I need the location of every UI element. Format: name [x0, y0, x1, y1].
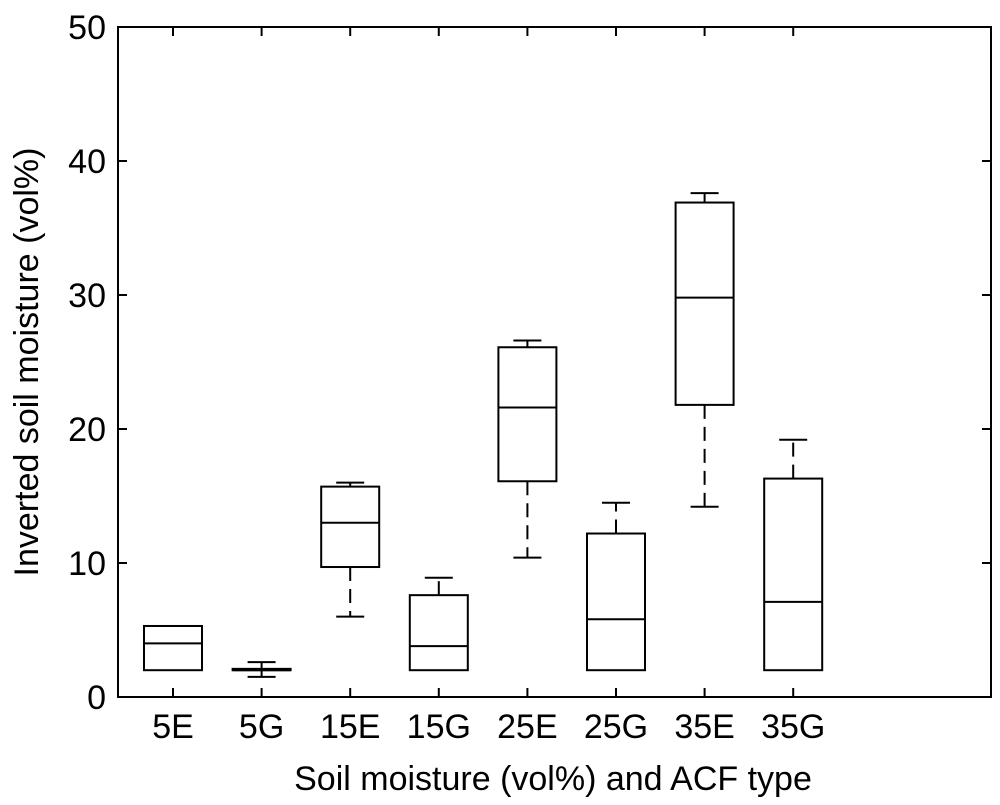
y-tick-label: 40 [68, 143, 106, 181]
x-tick-label: 35E [674, 708, 735, 746]
box-rect [143, 624, 203, 672]
box-rect [586, 532, 646, 672]
box-rect [320, 485, 381, 569]
plot-area-frame [117, 26, 992, 698]
box-rect [763, 477, 824, 672]
box-35G [763, 438, 824, 672]
box-rect [497, 346, 558, 483]
box-15E [320, 481, 381, 618]
x-tick-label: 35G [761, 708, 825, 746]
x-tick-label: 25G [584, 708, 648, 746]
box-rect [408, 594, 469, 672]
y-axis-label: Inverted soil moisture (vol%) [8, 148, 46, 577]
box-25G [586, 501, 646, 672]
x-tick-label: 15E [320, 708, 381, 746]
box-5G [231, 661, 292, 678]
y-tick-label: 0 [87, 679, 106, 717]
box-35E [674, 192, 735, 508]
x-tick-label: 5E [152, 708, 194, 746]
x-axis: 5E 5G 15E 15G 25E 25G 35E 35G [152, 27, 825, 746]
x-tick-label: 25E [497, 708, 558, 746]
box-15G [408, 576, 469, 672]
y-tick-label: 10 [68, 545, 106, 583]
x-axis-label: Soil moisture (vol%) and ACF type [294, 760, 812, 798]
y-tick-label: 30 [68, 277, 106, 315]
x-tick-label: 15G [407, 708, 471, 746]
y-axis: 0 10 20 30 40 50 [68, 9, 991, 717]
boxes-group [143, 192, 824, 678]
box-5E [143, 624, 203, 672]
y-tick-label: 50 [68, 9, 106, 47]
y-tick-label: 20 [68, 411, 106, 449]
box-rect [674, 201, 735, 406]
box-25E [497, 339, 558, 559]
x-tick-label: 5G [239, 708, 284, 746]
